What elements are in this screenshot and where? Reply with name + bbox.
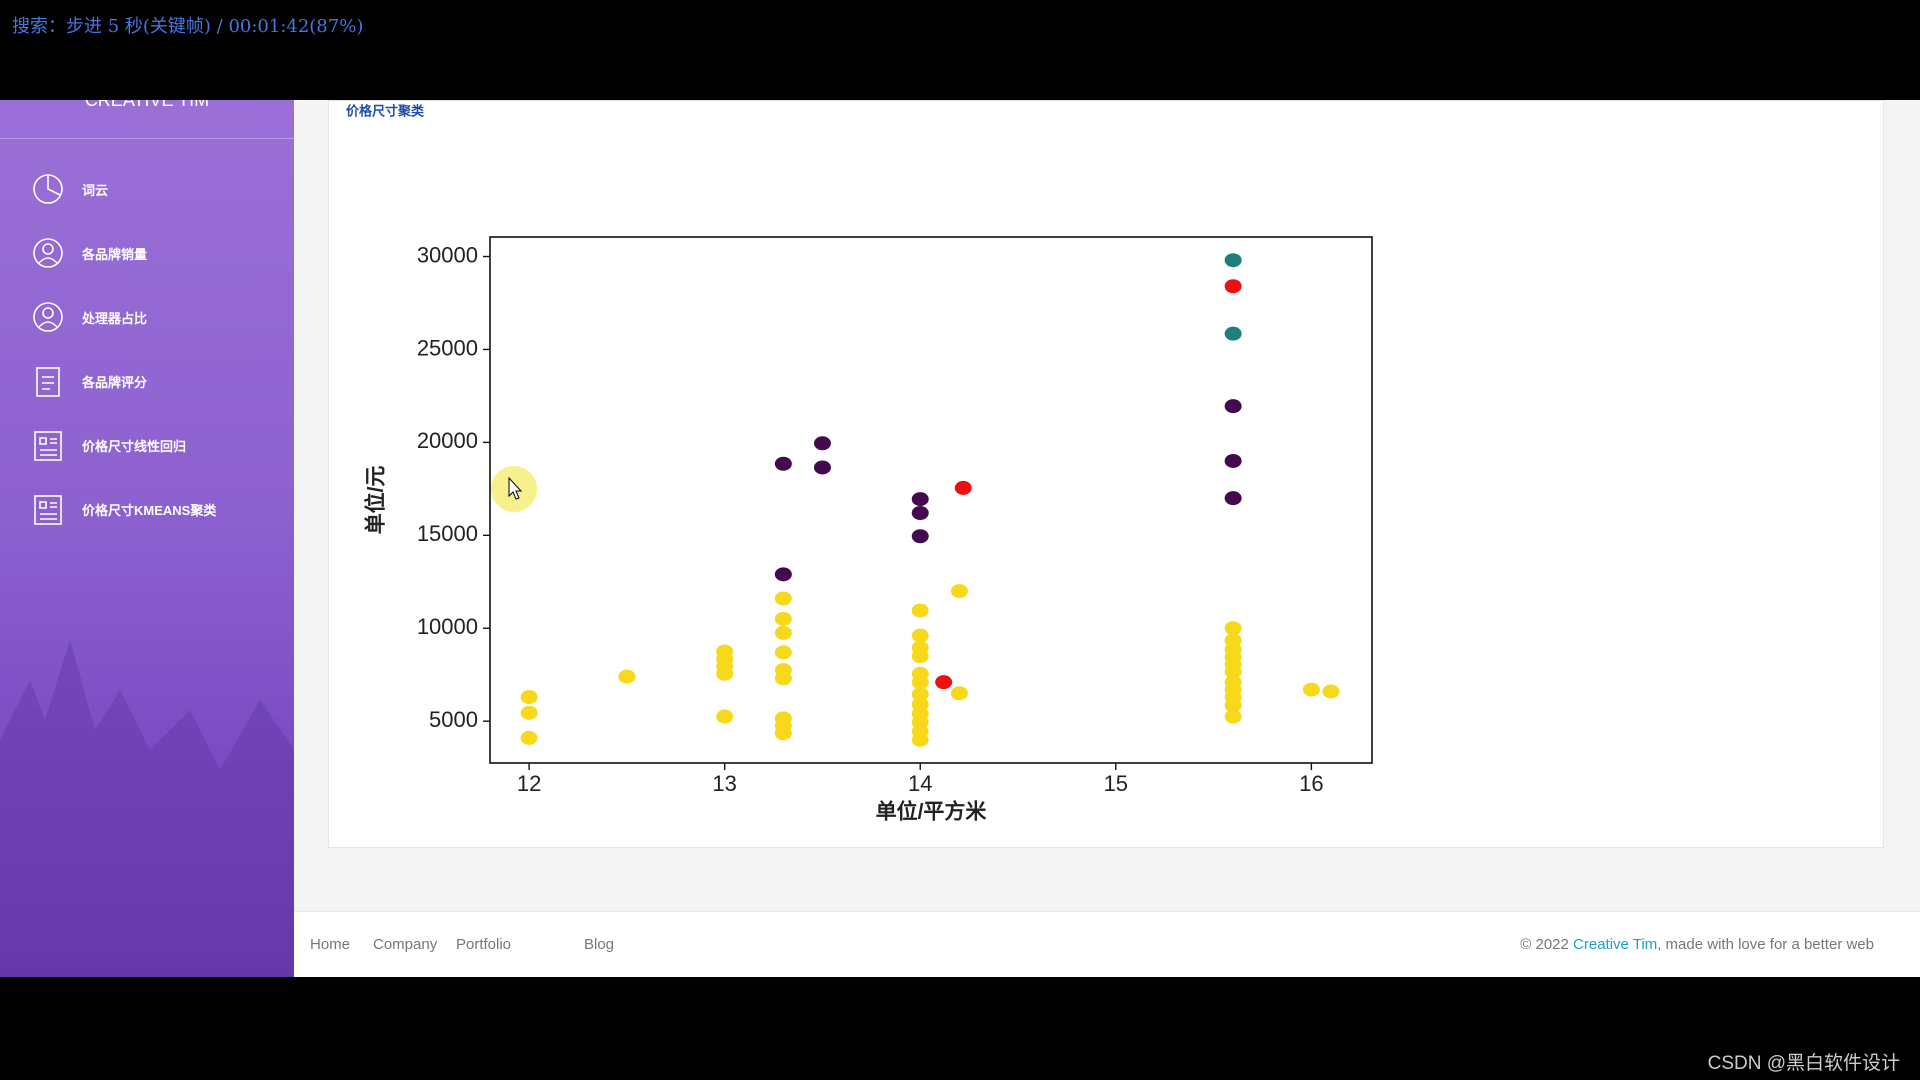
x-tick-label: 14 [908,771,932,796]
sidebar: CREATIVE TIM 词云各品牌销量处理器占比各品牌评分价格尺寸线性回归价格… [0,100,294,977]
point [950,584,968,599]
nav-label: 各品牌销量 [82,246,148,262]
x-axis-label: 单位/平方米 [876,800,988,824]
point [911,628,929,643]
x-tick-label: 12 [517,771,541,796]
chart: 价格尺寸聚类 5000 10000 15000 20000 25000 30000 12 13… [346,103,1373,824]
nav-item[interactable]: 处理器占比 [30,297,290,337]
point [935,675,953,690]
footer-link[interactable]: Home [310,936,351,953]
nav-item[interactable]: 价格尺寸KMEANS聚类 [30,489,290,529]
copyright: © 2022 Creative Tim, made with love for … [1520,936,1874,953]
nav-item[interactable]: 价格尺寸线性回归 [30,425,290,465]
forest-shade [0,640,294,977]
nav-label: 价格尺寸线性回归 [82,438,187,454]
point [813,460,831,475]
point [774,591,792,606]
nav-label: 处理器占比 [82,310,148,326]
nav-icon [33,238,63,268]
point [774,456,792,471]
point [954,480,972,495]
nav-item[interactable]: 各品牌评分 [30,361,290,401]
nav-icon [34,495,62,525]
x-tick-label: 16 [1299,771,1323,796]
point [911,603,929,618]
point [1224,399,1242,414]
x-tick-label: 15 [1104,771,1128,796]
nav-item[interactable]: 词云 [30,169,290,209]
brand[interactable]: CREATIVE TIM [84,100,210,110]
divider [0,138,294,139]
copy-link[interactable]: Creative Tim [1573,936,1658,953]
y-tick-label: 25000 [417,335,478,360]
point [774,567,792,582]
point [716,709,734,724]
y-tick-label: 5000 [429,707,478,732]
point [911,732,929,747]
point [618,669,636,684]
nav-icon [34,431,62,461]
point [813,436,831,451]
footer-link[interactable]: Portfolio [456,936,512,953]
cursor [508,476,523,500]
y-tick-label: 20000 [417,428,478,453]
point [520,730,538,745]
point [1224,664,1242,679]
point [774,726,792,741]
nav-label: 价格尺寸KMEANS聚类 [82,502,217,518]
y-tick-label: 10000 [417,614,478,639]
nav-icon [33,302,63,332]
point [520,690,538,705]
point [1322,684,1340,699]
point [950,686,968,701]
watermark: CSDN @黑白软件设计 [1707,1053,1900,1074]
point [1224,621,1242,636]
nav-label: 各品牌评分 [82,374,148,390]
point [1224,253,1242,268]
nav-label: 词云 [82,182,109,198]
point [774,671,792,686]
point [1224,709,1242,724]
copy-pre: © 2022 [1520,936,1574,953]
nav-icon [36,367,60,397]
y-tick-label: 30000 [417,242,478,267]
footer-link[interactable]: Blog [584,936,615,953]
plot-frame [489,236,1373,764]
point [911,649,929,664]
point [911,687,929,702]
chart-card: 价格尺寸聚类 5000 10000 15000 20000 25000 30000 12 13… [328,100,1884,848]
point [1224,491,1242,506]
point [774,611,792,626]
point [911,529,929,544]
footer: © 2022 Creative Tim, made with love for … [294,911,1920,977]
point [1302,682,1320,697]
point [774,625,792,640]
point [911,506,929,521]
point [911,675,929,690]
point [774,645,792,660]
footer-link[interactable]: Company [373,936,438,953]
point [1224,326,1242,341]
y-axis-label: 单位/元 [364,466,388,535]
seek-overlay: 搜索：步进 5 秒(关键帧) / 00:01:42(87%) [12,16,364,37]
nav-icon [33,174,63,204]
card-title: 价格尺寸聚类 [346,103,425,118]
y-tick-label: 15000 [417,521,478,546]
point [1224,453,1242,468]
point [1224,698,1242,713]
point [520,705,538,720]
nav-item[interactable]: 各品牌销量 [30,233,290,273]
point [716,666,734,681]
copy-post: , made with love for a better web [1657,936,1874,953]
point [1224,279,1242,294]
x-tick-label: 13 [712,771,736,796]
point [911,492,929,507]
